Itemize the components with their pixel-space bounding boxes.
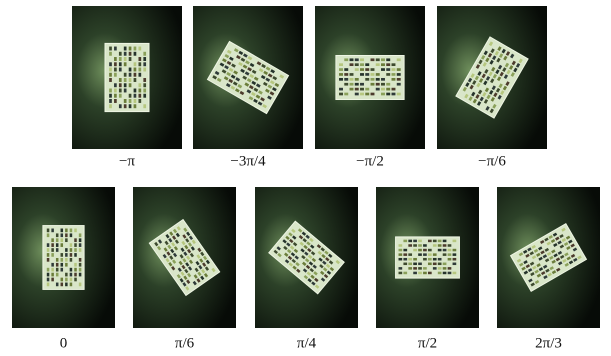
photo-panel: [193, 6, 303, 149]
photo-panel: [255, 187, 358, 328]
plate: [396, 237, 460, 278]
caption: π/2: [418, 335, 437, 351]
caption: π/4: [297, 335, 317, 351]
caption: −3π/4: [230, 153, 266, 169]
caption: −π/2: [356, 153, 384, 169]
figure: −π −3π/4 −π/2 −π/6 0 π/6 π/4 π/2 2π/3: [0, 0, 611, 356]
photo-panel: [315, 6, 425, 149]
photo-panel: [497, 187, 600, 328]
photo-panel: [437, 6, 547, 149]
caption: 0: [60, 335, 68, 351]
photo-panel: [72, 6, 182, 149]
caption: π/6: [175, 335, 195, 351]
photo-panel: [133, 187, 236, 328]
plate: [43, 226, 84, 290]
photo-panel: [12, 187, 115, 328]
caption: −π/6: [478, 153, 506, 169]
photo-panel: [376, 187, 479, 328]
caption: 2π/3: [535, 335, 562, 351]
caption: −π: [119, 153, 135, 169]
plate: [336, 56, 404, 100]
plate: [105, 43, 149, 111]
